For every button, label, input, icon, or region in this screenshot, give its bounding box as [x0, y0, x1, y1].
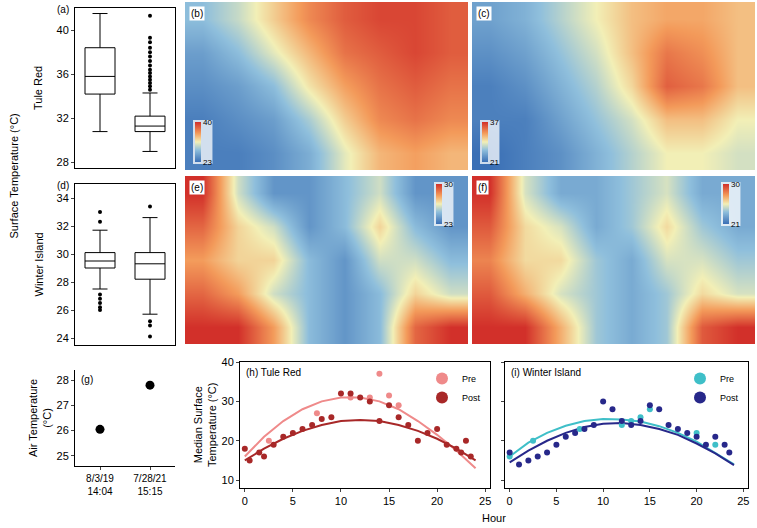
svg-text:25: 25: [479, 495, 491, 507]
svg-text:36: 36: [57, 68, 69, 80]
svg-text:5: 5: [553, 495, 559, 507]
svg-text:(e): (e): [191, 182, 203, 193]
svg-text:Winter Island: Winter Island: [33, 232, 45, 296]
svg-text:Post: Post: [720, 393, 739, 403]
svg-text:40: 40: [222, 356, 234, 368]
svg-text:10: 10: [597, 495, 609, 507]
svg-text:Air Temperature(°C): Air Temperature(°C): [27, 379, 53, 457]
svg-text:5: 5: [290, 495, 296, 507]
svg-text:15: 15: [383, 495, 395, 507]
svg-text:Post: Post: [462, 393, 481, 403]
svg-text:30: 30: [57, 248, 69, 260]
svg-text:32: 32: [57, 112, 69, 124]
svg-text:0: 0: [507, 495, 513, 507]
svg-text:(g): (g): [81, 374, 93, 385]
svg-text:28: 28: [57, 276, 69, 288]
svg-text:20: 20: [222, 435, 234, 447]
svg-text:21: 21: [490, 158, 499, 167]
svg-text:23: 23: [444, 220, 453, 229]
svg-text:Surface Temperature (°C): Surface Temperature (°C): [8, 113, 20, 238]
svg-text:8/3/1914:04: 8/3/1914:04: [86, 473, 114, 497]
svg-text:Median SurfaceTemperature (°C): Median SurfaceTemperature (°C): [192, 383, 218, 467]
svg-text:15: 15: [644, 495, 656, 507]
svg-text:27: 27: [57, 399, 69, 411]
svg-text:34: 34: [57, 192, 69, 204]
svg-text:Hour: Hour: [482, 512, 506, 524]
svg-text:28: 28: [57, 156, 69, 168]
svg-text:7/28/2115:15: 7/28/2115:15: [133, 473, 167, 497]
svg-text:10: 10: [335, 495, 347, 507]
svg-text:(h) Tule Red: (h) Tule Red: [246, 367, 301, 378]
svg-text:28: 28: [57, 374, 69, 386]
svg-text:32: 32: [57, 220, 69, 232]
svg-text:30: 30: [444, 180, 453, 189]
svg-text:30: 30: [222, 395, 234, 407]
svg-text:21: 21: [731, 220, 740, 229]
svg-text:Tule Red: Tule Red: [32, 66, 44, 110]
svg-text:23: 23: [203, 158, 212, 167]
svg-text:40: 40: [57, 24, 69, 36]
svg-text:(b): (b): [191, 8, 203, 19]
svg-text:40: 40: [203, 118, 212, 127]
svg-text:(f): (f): [478, 182, 487, 193]
svg-text:24: 24: [57, 332, 69, 344]
svg-text:(i) Winter Island: (i) Winter Island: [511, 367, 581, 378]
svg-text:(d): (d): [57, 180, 69, 191]
svg-text:(c): (c): [478, 8, 490, 19]
svg-text:25: 25: [57, 450, 69, 462]
svg-text:25: 25: [737, 495, 749, 507]
svg-text:Pre: Pre: [720, 374, 734, 384]
svg-text:30: 30: [731, 180, 740, 189]
svg-text:26: 26: [57, 304, 69, 316]
svg-text:(a): (a): [57, 4, 69, 15]
svg-text:26: 26: [57, 424, 69, 436]
svg-text:10: 10: [222, 474, 234, 486]
svg-text:Pre: Pre: [462, 374, 476, 384]
svg-text:37: 37: [490, 118, 499, 127]
svg-text:20: 20: [690, 495, 702, 507]
svg-text:0: 0: [242, 495, 248, 507]
svg-text:20: 20: [431, 495, 443, 507]
